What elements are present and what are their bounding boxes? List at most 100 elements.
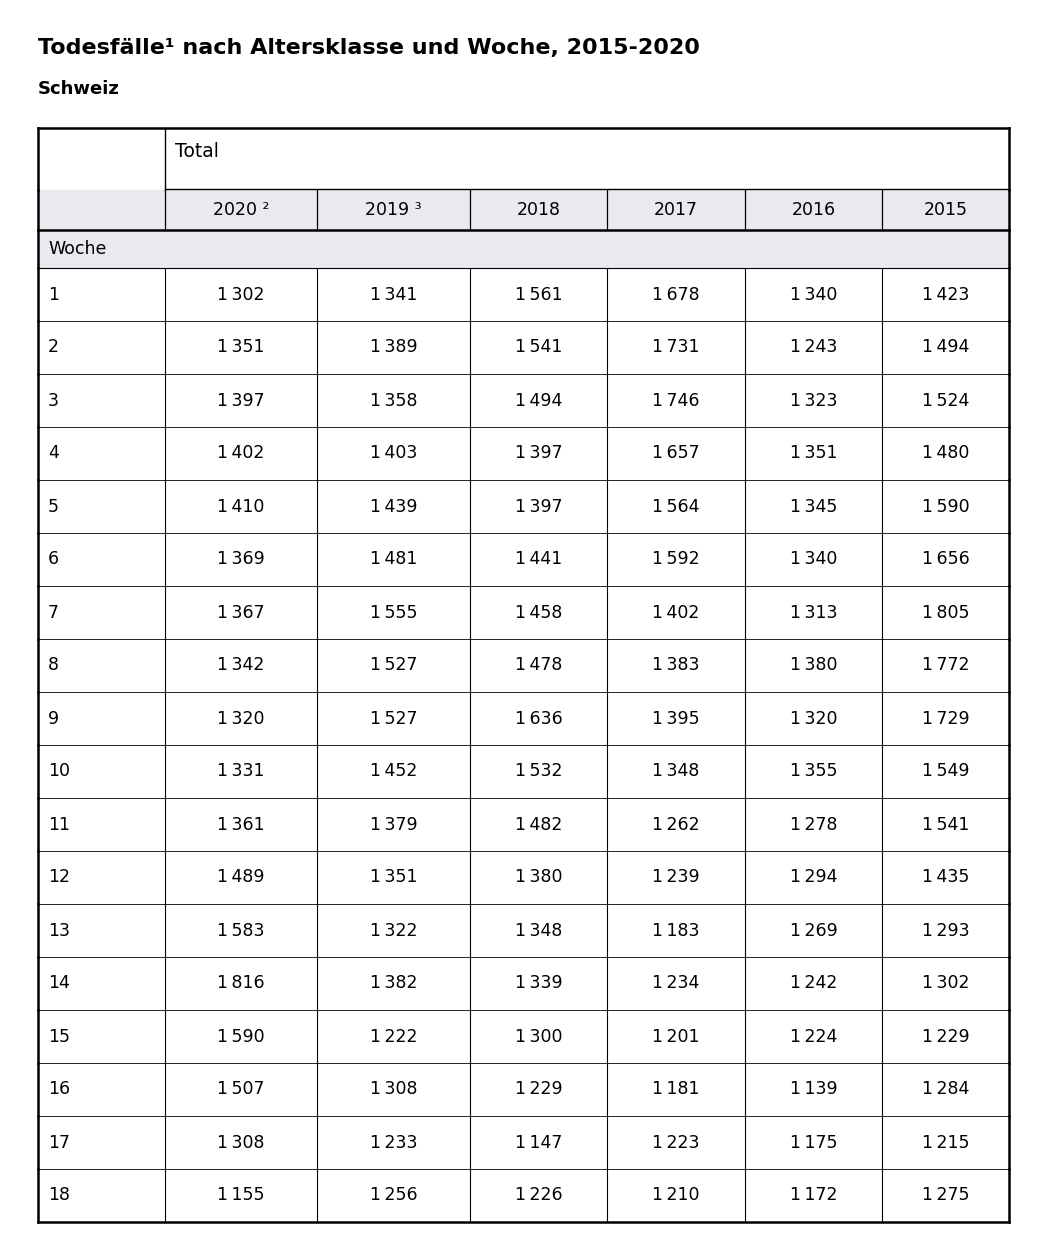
Text: 1 527: 1 527 — [370, 656, 417, 675]
Text: 1 380: 1 380 — [790, 656, 837, 675]
Text: 1 345: 1 345 — [790, 498, 837, 515]
Text: 1 435: 1 435 — [922, 869, 970, 886]
Text: 1 494: 1 494 — [922, 339, 970, 356]
Text: 1 302: 1 302 — [922, 974, 970, 993]
Text: 1 339: 1 339 — [514, 974, 562, 993]
Text: 1 478: 1 478 — [514, 656, 562, 675]
Text: 1 323: 1 323 — [790, 392, 837, 409]
Text: 1 541: 1 541 — [514, 339, 562, 356]
Bar — [38, 904, 1009, 957]
Text: 1 278: 1 278 — [790, 816, 837, 833]
Text: 16: 16 — [48, 1080, 71, 1099]
Text: 1 507: 1 507 — [218, 1080, 264, 1099]
Text: 1 139: 1 139 — [790, 1080, 837, 1099]
Bar — [38, 129, 1009, 190]
Text: 1 181: 1 181 — [652, 1080, 700, 1099]
Text: 1 302: 1 302 — [218, 286, 264, 304]
Bar — [38, 375, 1009, 426]
Text: 1 439: 1 439 — [370, 498, 417, 515]
Text: 1 155: 1 155 — [218, 1187, 264, 1205]
Text: 1 395: 1 395 — [652, 709, 700, 728]
Text: 1 243: 1 243 — [790, 339, 837, 356]
Text: 5: 5 — [48, 498, 59, 515]
Text: 1 361: 1 361 — [217, 816, 264, 833]
Text: 1 657: 1 657 — [652, 445, 700, 462]
Text: 1 229: 1 229 — [514, 1080, 562, 1099]
Text: 1 172: 1 172 — [790, 1187, 837, 1205]
Text: 1 340: 1 340 — [790, 286, 837, 304]
Text: 1 348: 1 348 — [652, 763, 700, 780]
Text: 1 590: 1 590 — [922, 498, 970, 515]
Text: 6: 6 — [48, 550, 59, 569]
Text: 1 410: 1 410 — [218, 498, 264, 515]
Text: 14: 14 — [48, 974, 69, 993]
Bar — [38, 639, 1009, 692]
Text: 1 201: 1 201 — [652, 1027, 700, 1046]
Text: 1 816: 1 816 — [217, 974, 264, 993]
Text: 7: 7 — [48, 603, 59, 622]
Text: 1 351: 1 351 — [218, 339, 264, 356]
Bar — [38, 745, 1009, 798]
Text: 1 379: 1 379 — [370, 816, 417, 833]
Text: 9: 9 — [48, 709, 59, 728]
Text: 1 313: 1 313 — [790, 603, 837, 622]
Text: 1 262: 1 262 — [652, 816, 700, 833]
Text: 1 480: 1 480 — [922, 445, 970, 462]
Text: 1 549: 1 549 — [922, 763, 970, 780]
Text: 1 284: 1 284 — [922, 1080, 970, 1099]
Text: 17: 17 — [48, 1133, 71, 1152]
Text: 3: 3 — [48, 392, 59, 409]
Text: 1 564: 1 564 — [652, 498, 700, 515]
Text: 1 226: 1 226 — [514, 1187, 562, 1205]
Text: 1 239: 1 239 — [652, 869, 700, 886]
Bar — [38, 533, 1009, 586]
Text: 1 229: 1 229 — [922, 1027, 970, 1046]
Text: 1 656: 1 656 — [922, 550, 970, 569]
Text: 1 380: 1 380 — [514, 869, 562, 886]
Text: 1 367: 1 367 — [217, 603, 264, 622]
Text: Total: Total — [175, 142, 219, 161]
Text: 1 403: 1 403 — [370, 445, 417, 462]
Text: 1 382: 1 382 — [370, 974, 417, 993]
Text: 1 342: 1 342 — [218, 656, 264, 675]
Text: 1 555: 1 555 — [370, 603, 417, 622]
Bar — [38, 1116, 1009, 1169]
Text: 1 636: 1 636 — [514, 709, 562, 728]
Text: 1 561: 1 561 — [514, 286, 562, 304]
Text: 2015: 2015 — [924, 201, 968, 219]
Bar — [38, 1169, 1009, 1222]
Text: 1 383: 1 383 — [652, 656, 700, 675]
Text: 1 308: 1 308 — [370, 1080, 417, 1099]
Text: Woche: Woche — [48, 240, 107, 258]
Bar — [38, 230, 1009, 268]
Text: 1 355: 1 355 — [790, 763, 837, 780]
Text: 1 351: 1 351 — [790, 445, 837, 462]
Text: 1 183: 1 183 — [652, 922, 700, 939]
Text: 1 210: 1 210 — [652, 1187, 700, 1205]
Bar — [38, 852, 1009, 904]
Text: 1 397: 1 397 — [514, 498, 562, 515]
Text: 4: 4 — [48, 445, 59, 462]
Text: 1 532: 1 532 — [514, 763, 562, 780]
Text: 1 731: 1 731 — [652, 339, 700, 356]
Text: Schweiz: Schweiz — [38, 80, 120, 98]
Text: 1 678: 1 678 — [652, 286, 700, 304]
Text: 1 358: 1 358 — [370, 392, 417, 409]
Text: 1 233: 1 233 — [370, 1133, 417, 1152]
Bar — [38, 268, 1009, 321]
Bar — [38, 321, 1009, 375]
Text: 1 294: 1 294 — [790, 869, 837, 886]
Bar — [38, 190, 1009, 230]
Text: 1 234: 1 234 — [652, 974, 700, 993]
Text: 2019 ³: 2019 ³ — [365, 201, 422, 219]
Text: 1 494: 1 494 — [514, 392, 562, 409]
Text: 1 772: 1 772 — [922, 656, 970, 675]
Text: 1 320: 1 320 — [790, 709, 837, 728]
Text: 1 223: 1 223 — [652, 1133, 700, 1152]
Text: 15: 15 — [48, 1027, 71, 1046]
Bar — [38, 957, 1009, 1010]
Text: 1 397: 1 397 — [514, 445, 562, 462]
Text: 1 592: 1 592 — [652, 550, 700, 569]
Text: 1 481: 1 481 — [370, 550, 417, 569]
Text: 1 805: 1 805 — [922, 603, 970, 622]
